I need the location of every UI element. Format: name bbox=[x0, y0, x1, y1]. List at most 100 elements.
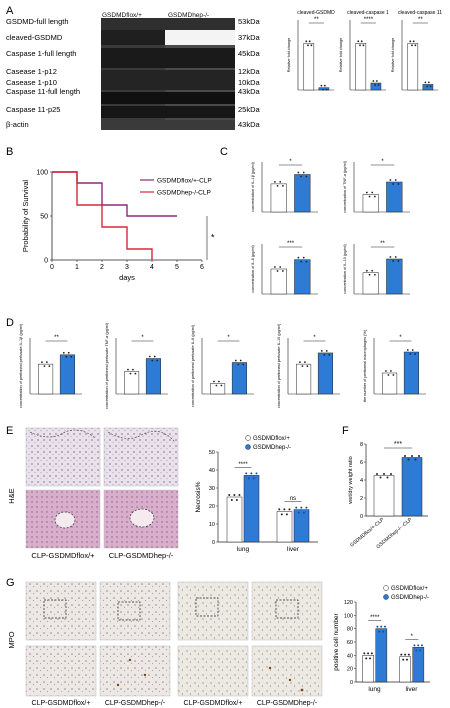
data-point bbox=[250, 472, 253, 475]
sig-label: *** bbox=[287, 241, 295, 247]
lane-label-control: GSDMDflox/+ bbox=[102, 12, 142, 19]
chart-title: cleaved-caspase 11 bbox=[398, 10, 442, 16]
bar-control bbox=[38, 363, 54, 395]
bar-knockout bbox=[243, 475, 260, 543]
data-point bbox=[215, 384, 218, 387]
mpo-side-label: MPO bbox=[7, 631, 16, 648]
data-point bbox=[387, 374, 390, 376]
data-point bbox=[371, 191, 374, 194]
panel-letter-c: C bbox=[220, 146, 228, 158]
sig-label: ** bbox=[380, 241, 385, 247]
bar-knockout bbox=[422, 84, 434, 91]
data-point bbox=[407, 458, 410, 461]
y-tick-label: 0 bbox=[44, 258, 48, 265]
mini-bar-chart: **cleaved-caspase 11 Relative fold change bbox=[391, 10, 442, 91]
bar-control bbox=[270, 268, 287, 295]
sig-label: ** bbox=[314, 17, 319, 23]
sig-label: * bbox=[381, 159, 384, 165]
data-point bbox=[389, 256, 392, 258]
data-point bbox=[378, 630, 381, 633]
y-axis-label: concentration of IL-6 (pg/ml) bbox=[251, 245, 255, 293]
data-point bbox=[407, 653, 410, 656]
data-point bbox=[415, 649, 418, 652]
panel-letter-b: B bbox=[6, 146, 13, 158]
sig-label: ** bbox=[418, 17, 423, 23]
chart-title: cleaved-caspase 1 bbox=[347, 10, 389, 16]
data-point bbox=[418, 455, 420, 457]
y-axis-label: concentration of TNF-α (pg/ml) bbox=[343, 160, 347, 212]
bar-control bbox=[355, 43, 367, 91]
data-point bbox=[427, 81, 430, 84]
data-point bbox=[281, 270, 284, 272]
data-point bbox=[218, 380, 220, 383]
mpo-caption-4: CLP-GSDMDhep-/- bbox=[257, 700, 318, 707]
kda-label: 53kDa bbox=[238, 17, 261, 26]
mini-bar-chart: **cleaved-GSDMD Relative fold change bbox=[287, 10, 335, 91]
panel-letter-e: E bbox=[6, 425, 13, 437]
data-point bbox=[411, 349, 414, 351]
y-axis-label: Relative fold change bbox=[287, 38, 291, 72]
mini-bar-chart: *** concentration of IL-6 (pg/ml) bbox=[251, 241, 318, 295]
data-point bbox=[379, 476, 382, 479]
mini-bar-chart: ** concentration of peritoneal perfusate … bbox=[19, 323, 82, 408]
data-point bbox=[279, 180, 282, 183]
data-point bbox=[365, 269, 368, 272]
y-tick-label: 50 bbox=[40, 214, 48, 221]
data-point bbox=[412, 40, 415, 43]
mini-bar-chart: ****cleaved-caspase 1 Relative fold chang… bbox=[339, 10, 389, 91]
y-tick-label: 8 bbox=[360, 442, 363, 448]
legend-swatch bbox=[245, 444, 251, 450]
data-point bbox=[397, 183, 400, 185]
data-point bbox=[357, 40, 360, 43]
mini-bar-chart: * concentration of peritoneal perfusate I… bbox=[191, 324, 254, 407]
sig-label: ns bbox=[290, 496, 296, 502]
mpo-lung-knockout-high bbox=[99, 645, 171, 697]
mini-bar-chart: * the number of peritoneal macrophages (%… bbox=[363, 329, 426, 402]
data-point bbox=[132, 368, 134, 371]
data-point bbox=[300, 260, 302, 263]
bar-control bbox=[276, 511, 293, 543]
x-tick-label: 4 bbox=[150, 264, 154, 271]
mpo-chart: 0 20 40 60 80 100 120 positive cell number **** l… bbox=[333, 585, 430, 693]
data-point bbox=[320, 84, 323, 87]
data-point bbox=[325, 88, 328, 91]
data-point bbox=[392, 260, 394, 262]
data-point bbox=[409, 40, 412, 43]
sig-label: * bbox=[411, 634, 414, 640]
data-point bbox=[304, 361, 306, 364]
x-tick-label: 6 bbox=[200, 264, 204, 271]
sig-label: **** bbox=[370, 615, 380, 621]
panel-letter-g: G bbox=[6, 577, 15, 589]
data-point bbox=[368, 657, 371, 660]
x-tick-label: 1 bbox=[75, 264, 79, 271]
legend-label: GSDMDhep-/- bbox=[253, 445, 291, 451]
data-point bbox=[285, 513, 288, 516]
panel-e: E H&E CLP-GSDMDflox/+ CLP-GSDMDhep-/- 0 1… bbox=[6, 425, 318, 560]
mini-bar-chart: * concentration of peritoneal perfusate I… bbox=[277, 323, 340, 408]
data-point bbox=[276, 270, 279, 272]
blot-label: β-actin bbox=[6, 120, 29, 129]
data-point bbox=[405, 658, 408, 661]
he-caption-control: CLP-GSDMDflox/+ bbox=[31, 551, 95, 560]
bar-control bbox=[303, 43, 315, 91]
data-point bbox=[70, 355, 73, 358]
data-point bbox=[153, 355, 156, 358]
mpo-lung-control-low bbox=[25, 581, 97, 641]
data-point bbox=[414, 353, 417, 355]
data-point bbox=[420, 644, 423, 647]
y-tick-label: 50 bbox=[209, 450, 215, 456]
bar-control bbox=[362, 194, 379, 213]
mpo-lung-control-high bbox=[25, 645, 97, 697]
data-point bbox=[374, 84, 377, 86]
data-point bbox=[424, 81, 427, 84]
x-axis-label: days bbox=[119, 273, 135, 282]
legend-label: GSDMDhep-/-CLP bbox=[157, 190, 211, 197]
y-axis-label: the number of peritoneal macrophages (%) bbox=[363, 329, 367, 402]
blot-label: Caspase 1-full length bbox=[6, 49, 76, 58]
data-point bbox=[299, 361, 301, 364]
survival-chart: 0 1 2 3 4 5 6 0 50 100 days Probability of Survival… bbox=[21, 170, 215, 283]
blot-label: cleaved-GSDMD bbox=[6, 33, 63, 42]
data-point bbox=[127, 368, 129, 371]
data-point bbox=[306, 365, 309, 368]
